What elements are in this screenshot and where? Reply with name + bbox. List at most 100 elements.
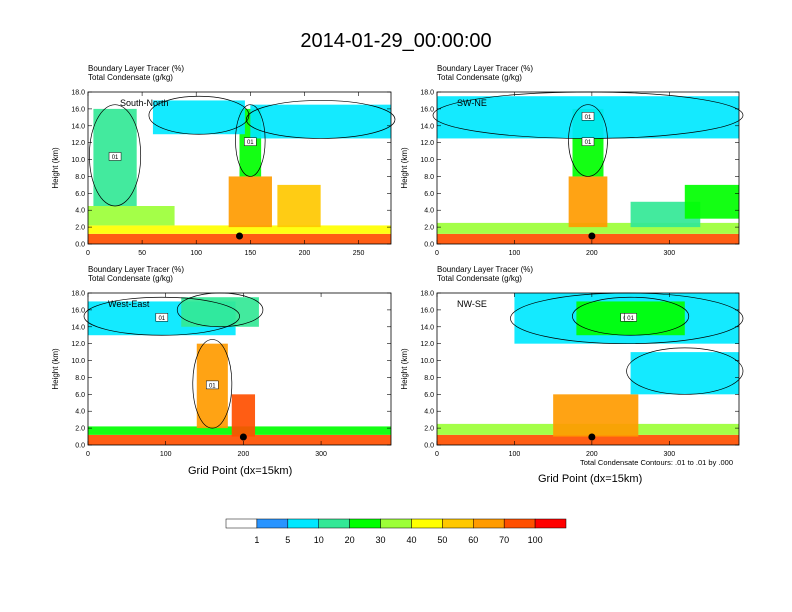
y-tick-label: 6.0 (75, 392, 85, 399)
y-tick-label: 0.0 (75, 242, 85, 249)
y-tick-label: 18.0 (71, 291, 85, 298)
tracer-region (553, 394, 639, 437)
surface-marker (588, 232, 596, 240)
y-tick-label: 16.0 (71, 307, 85, 314)
contour-label-box (244, 137, 257, 146)
x-tick-label: 100 (509, 250, 521, 257)
y-tick-label: 10.0 (420, 358, 434, 365)
y-tick-label: 12.0 (420, 140, 434, 147)
panel-label: SW-NE (457, 98, 487, 108)
colorbar-swatch (380, 518, 412, 529)
y-tick-label: 18.0 (420, 291, 434, 298)
y-tick-label: 8.0 (424, 375, 434, 382)
y-tick-label: 6.0 (75, 191, 85, 198)
colorbar-swatch (349, 518, 381, 529)
y-tick-label: 18.0 (420, 90, 434, 97)
x-tick-label: 0 (86, 250, 90, 257)
tracer-region (250, 104, 391, 139)
contour-label: 01 (627, 316, 634, 322)
y-tick-label: 8.0 (424, 174, 434, 181)
contour-label-box (581, 137, 595, 146)
tracer-region (88, 225, 391, 234)
colorbar-label: 20 (345, 535, 355, 545)
panel-label: West-East (108, 299, 150, 309)
x-tick-label: 300 (663, 250, 675, 257)
x-tick-label: 0 (435, 250, 439, 257)
panel-title-line2: Total Condensate (g/kg) (88, 274, 173, 283)
y-tick-label: 2.0 (75, 426, 85, 433)
y-tick-label: 18.0 (71, 90, 85, 97)
colorbar-label: 50 (437, 535, 447, 545)
y-tick-label: 14.0 (71, 324, 85, 331)
contour-label: 01 (158, 316, 165, 322)
y-tick-label: 0.0 (75, 443, 85, 450)
condensate-contour (626, 347, 744, 395)
x-tick-label: 100 (509, 451, 521, 458)
tracer-region (437, 233, 739, 244)
y-tick-label: 16.0 (71, 106, 85, 113)
plot-frame (87, 292, 392, 446)
colorbar-label: 70 (499, 535, 509, 545)
x-tick-label: 0 (86, 451, 90, 458)
condensate-contour (245, 100, 396, 139)
y-tick-label: 8.0 (75, 174, 85, 181)
x-axis-label-left: Grid Point (dx=15km) (188, 465, 293, 477)
x-tick-label: 150 (244, 250, 256, 257)
y-tick-label: 2.0 (424, 225, 434, 232)
colorbar-label: 1 (254, 535, 259, 545)
colorbar-swatch (442, 518, 474, 529)
surface-marker (239, 433, 247, 441)
y-tick-label: 14.0 (71, 123, 85, 130)
colorbar-label: 40 (406, 535, 416, 545)
y-tick-label: 4.0 (75, 208, 85, 215)
tracer-region (437, 222, 739, 234)
plot-frame (436, 292, 740, 446)
contour-label: 01 (585, 140, 592, 146)
condensate-contour (83, 296, 240, 336)
x-tick-label: 300 (315, 451, 327, 458)
y-tick-label: 12.0 (71, 140, 85, 147)
condensate-contour (89, 104, 142, 207)
tracer-region (88, 206, 175, 226)
y-tick-label: 14.0 (420, 123, 434, 130)
plot-frame (87, 91, 392, 245)
tracer-region (630, 352, 739, 395)
y-tick-label: 4.0 (424, 409, 434, 416)
colorbar-swatch (534, 518, 567, 529)
condensate-contour (235, 104, 266, 177)
contour-footnote: Total Condensate Contours: .01 to .01 by… (580, 458, 734, 467)
colorbar-swatch (411, 518, 443, 529)
y-tick-label: 12.0 (420, 341, 434, 348)
y-axis-label: Height (km) (400, 348, 409, 390)
x-tick-label: 50 (138, 250, 146, 257)
contour-label: 01 (112, 155, 119, 161)
y-tick-label: 10.0 (71, 358, 85, 365)
y-tick-label: 16.0 (420, 307, 434, 314)
colorbar-label: 5 (285, 535, 290, 545)
y-tick-label: 4.0 (424, 208, 434, 215)
x-tick-label: 100 (160, 451, 172, 458)
page-title: 2014-01-29_00:00:00 (300, 30, 492, 52)
y-tick-label: 4.0 (75, 409, 85, 416)
colorbar-swatch (473, 518, 505, 529)
tracer-region (152, 100, 245, 135)
y-tick-label: 0.0 (424, 443, 434, 450)
condensate-contour (572, 296, 690, 336)
y-tick-label: 0.0 (424, 242, 434, 249)
tracer-region (88, 434, 391, 445)
contour-label-box (108, 152, 122, 161)
y-tick-label: 6.0 (424, 191, 434, 198)
y-tick-label: 2.0 (424, 426, 434, 433)
contour-label-box (581, 112, 595, 121)
panel-label: South-North (120, 98, 169, 108)
condensate-contour (568, 104, 608, 177)
x-tick-label: 300 (663, 451, 675, 458)
surface-marker (236, 232, 243, 240)
x-tick-label: 250 (353, 250, 365, 257)
contour-label: 01 (209, 383, 216, 389)
y-tick-label: 2.0 (75, 225, 85, 232)
colorbar-label: 100 (528, 535, 543, 545)
y-tick-label: 14.0 (420, 324, 434, 331)
